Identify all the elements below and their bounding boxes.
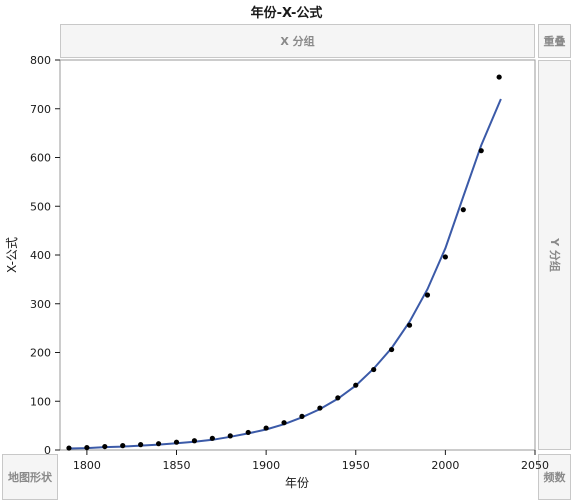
x-axis-label: 年份 bbox=[285, 476, 309, 490]
y-tick-label: 600 bbox=[30, 152, 51, 165]
y-group-dropzone[interactable]: Y 分组 bbox=[538, 60, 571, 450]
data-point bbox=[209, 435, 215, 441]
y-axis: 0 100 200 300 400 500 600 700 800 bbox=[30, 54, 60, 457]
data-point bbox=[371, 366, 377, 373]
plot-frame bbox=[59, 59, 536, 451]
data-point bbox=[335, 395, 341, 401]
data-point bbox=[120, 443, 126, 449]
data-point bbox=[263, 425, 269, 431]
data-point bbox=[478, 148, 484, 154]
x-axis: 1800 1850 1900 1950 2000 2050 bbox=[73, 450, 549, 472]
data-point bbox=[424, 292, 431, 298]
overlay-dropzone[interactable]: 重叠 bbox=[538, 24, 571, 58]
data-point bbox=[227, 433, 233, 439]
data-point bbox=[138, 442, 144, 448]
data-point bbox=[460, 207, 466, 213]
x-tick-label: 1850 bbox=[163, 459, 191, 472]
y-tick-label: 700 bbox=[30, 103, 51, 116]
data-point bbox=[389, 346, 395, 353]
y-tick-label: 200 bbox=[30, 347, 51, 360]
chart-title: 年份-X-公式 bbox=[250, 6, 323, 21]
data-point bbox=[173, 439, 180, 445]
data-point bbox=[299, 413, 305, 419]
y-tick-label: 300 bbox=[30, 298, 51, 311]
data-point bbox=[353, 382, 359, 388]
data-point bbox=[442, 254, 448, 260]
y-tick-label: 400 bbox=[30, 249, 51, 262]
y-tick-label: 100 bbox=[30, 395, 51, 408]
y-tick-label: 0 bbox=[44, 444, 51, 457]
data-point bbox=[245, 429, 251, 436]
data-point bbox=[496, 74, 502, 80]
x-group-label: X 分组 bbox=[280, 35, 315, 48]
map-shape-dropzone[interactable]: 地图形状 bbox=[2, 454, 58, 500]
data-points bbox=[66, 74, 502, 451]
data-point bbox=[84, 444, 90, 451]
data-point bbox=[66, 445, 72, 451]
data-point bbox=[191, 438, 198, 444]
data-point bbox=[281, 420, 287, 426]
y-tick-label: 800 bbox=[30, 54, 51, 67]
overlay-label: 重叠 bbox=[543, 35, 566, 48]
x-tick-label: 2050 bbox=[521, 459, 549, 472]
frequency-label: 频数 bbox=[543, 471, 566, 484]
x-tick-label: 2000 bbox=[431, 459, 459, 472]
map-shape-label: 地图形状 bbox=[8, 471, 52, 484]
data-point bbox=[102, 443, 108, 450]
x-group-dropzone[interactable]: X 分组 bbox=[60, 24, 535, 58]
y-axis-label: X-公式 bbox=[5, 237, 19, 273]
x-tick-label: 1800 bbox=[73, 459, 101, 472]
data-point bbox=[406, 322, 413, 328]
data-point bbox=[317, 405, 323, 411]
y-tick-label: 500 bbox=[30, 200, 51, 213]
frequency-dropzone[interactable]: 频数 bbox=[538, 454, 571, 500]
data-point bbox=[155, 441, 162, 447]
x-tick-label: 1950 bbox=[342, 459, 370, 472]
x-tick-label: 1900 bbox=[252, 459, 280, 472]
